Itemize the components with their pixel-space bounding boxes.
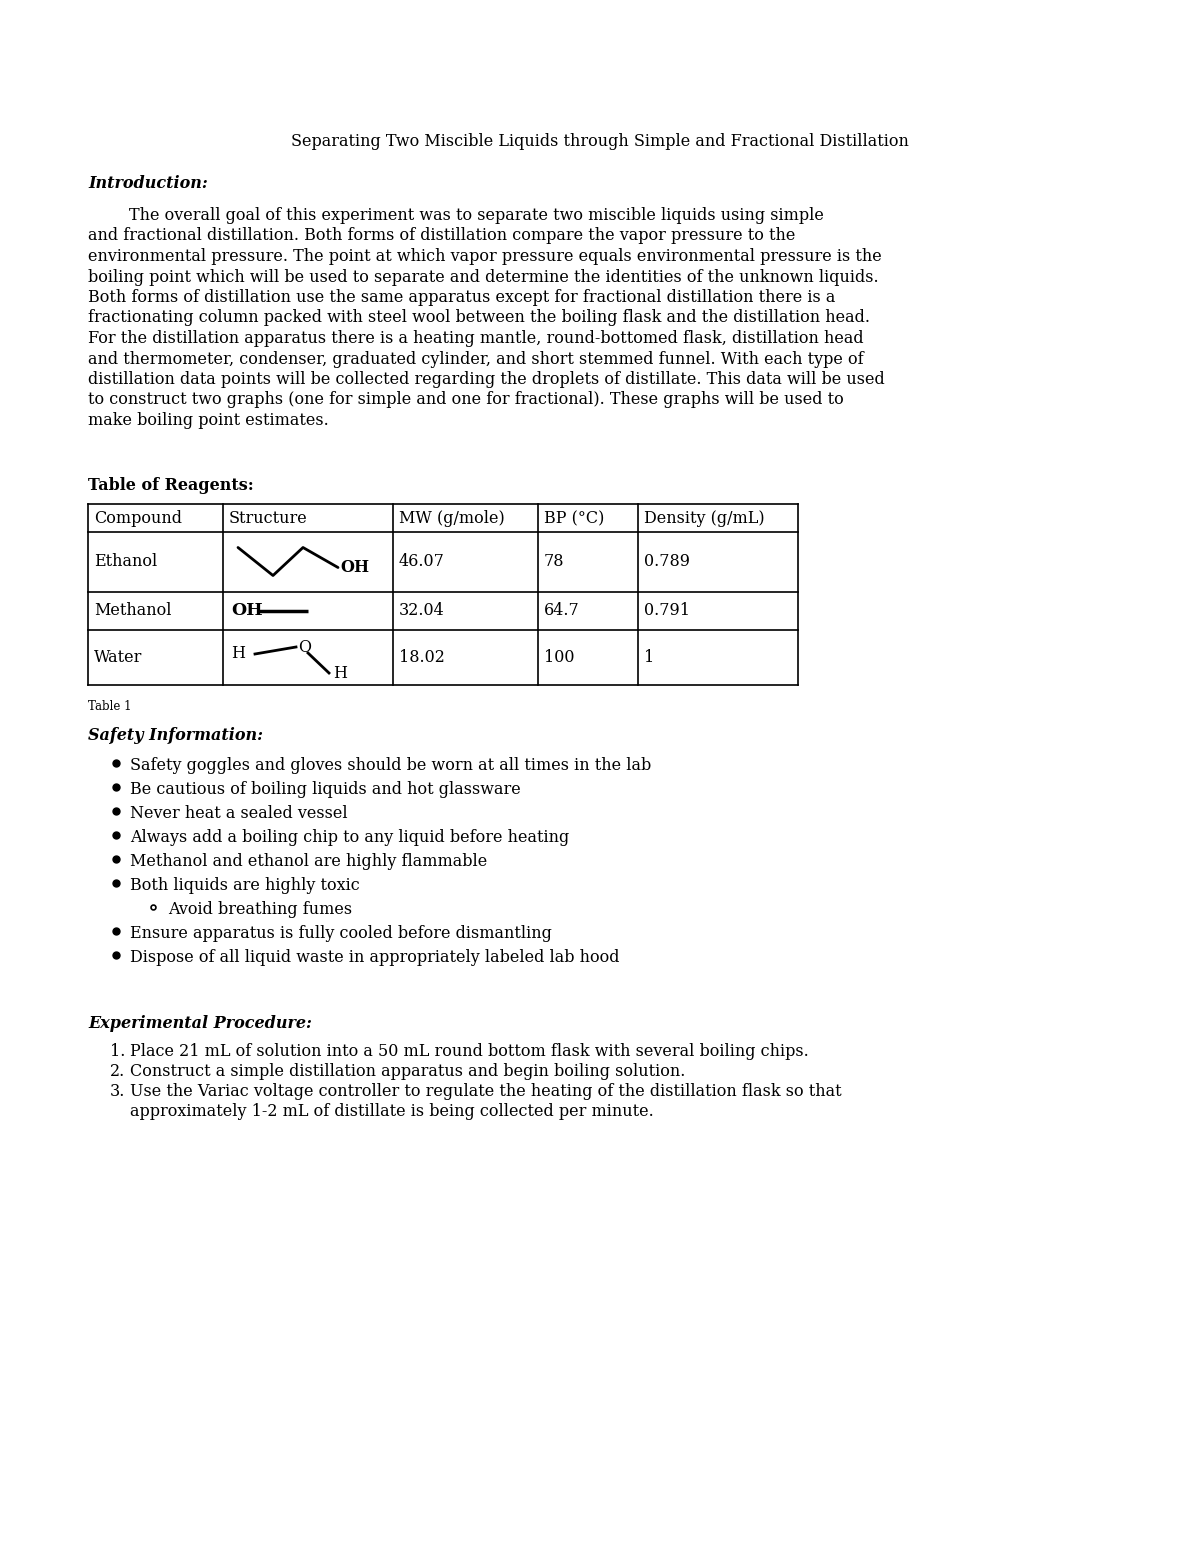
Text: Table of Reagents:: Table of Reagents:: [88, 477, 253, 494]
Text: distillation data points will be collected regarding the droplets of distillate.: distillation data points will be collect…: [88, 371, 884, 388]
Text: 1.: 1.: [110, 1042, 125, 1059]
Text: Construct a simple distillation apparatus and begin boiling solution.: Construct a simple distillation apparatu…: [130, 1062, 685, 1079]
Text: H: H: [230, 646, 245, 663]
Text: to construct two graphs (one for simple and one for fractional). These graphs wi: to construct two graphs (one for simple …: [88, 391, 844, 408]
Text: Use the Variac voltage controller to regulate the heating of the distillation fl: Use the Variac voltage controller to reg…: [130, 1082, 841, 1100]
Text: make boiling point estimates.: make boiling point estimates.: [88, 412, 329, 429]
Text: Ensure apparatus is fully cooled before dismantling: Ensure apparatus is fully cooled before …: [130, 924, 552, 941]
Text: Separating Two Miscible Liquids through Simple and Fractional Distillation: Separating Two Miscible Liquids through …: [292, 134, 908, 151]
Text: 2.: 2.: [110, 1062, 125, 1079]
Text: 18.02: 18.02: [398, 649, 445, 666]
Text: OH: OH: [340, 559, 370, 576]
Text: Avoid breathing fumes: Avoid breathing fumes: [168, 901, 352, 918]
Text: boiling point which will be used to separate and determine the identities of the: boiling point which will be used to sepa…: [88, 269, 878, 286]
Text: BP (°C): BP (°C): [544, 509, 605, 526]
Text: Ethanol: Ethanol: [94, 553, 157, 570]
Text: Safety goggles and gloves should be worn at all times in the lab: Safety goggles and gloves should be worn…: [130, 756, 652, 773]
Text: Density (g/mL): Density (g/mL): [644, 509, 764, 526]
Text: and fractional distillation. Both forms of distillation compare the vapor pressu: and fractional distillation. Both forms …: [88, 227, 796, 244]
Text: O: O: [298, 638, 311, 655]
Text: 0.789: 0.789: [644, 553, 690, 570]
Text: Both forms of distillation use the same apparatus except for fractional distilla: Both forms of distillation use the same …: [88, 289, 835, 306]
Text: Never heat a sealed vessel: Never heat a sealed vessel: [130, 804, 348, 822]
Text: Methanol: Methanol: [94, 603, 172, 620]
Text: MW (g/mole): MW (g/mole): [398, 509, 505, 526]
Text: H: H: [334, 665, 347, 682]
Text: Experimental Procedure:: Experimental Procedure:: [88, 1014, 312, 1031]
Text: Dispose of all liquid waste in appropriately labeled lab hood: Dispose of all liquid waste in appropria…: [130, 949, 619, 966]
Text: Both liquids are highly toxic: Both liquids are highly toxic: [130, 876, 360, 893]
Text: For the distillation apparatus there is a heating mantle, round-bottomed flask, : For the distillation apparatus there is …: [88, 329, 864, 346]
Text: Compound: Compound: [94, 509, 182, 526]
Bar: [88, 503, 798, 685]
Text: fractionating column packed with steel wool between the boiling flask and the di: fractionating column packed with steel w…: [88, 309, 870, 326]
Text: approximately 1-2 mL of distillate is being collected per minute.: approximately 1-2 mL of distillate is be…: [130, 1103, 654, 1120]
Text: and thermometer, condenser, graduated cylinder, and short stemmed funnel. With e: and thermometer, condenser, graduated cy…: [88, 351, 864, 368]
Text: Be cautious of boiling liquids and hot glassware: Be cautious of boiling liquids and hot g…: [130, 781, 521, 798]
Text: Table 1: Table 1: [88, 700, 132, 713]
Text: Always add a boiling chip to any liquid before heating: Always add a boiling chip to any liquid …: [130, 828, 569, 845]
Text: 78: 78: [544, 553, 564, 570]
Text: 1: 1: [644, 649, 654, 666]
Text: 32.04: 32.04: [398, 603, 445, 620]
Text: Place 21 mL of solution into a 50 mL round bottom flask with several boiling chi: Place 21 mL of solution into a 50 mL rou…: [130, 1042, 809, 1059]
Text: 100: 100: [544, 649, 575, 666]
Text: 64.7: 64.7: [544, 603, 580, 620]
Text: Methanol and ethanol are highly flammable: Methanol and ethanol are highly flammabl…: [130, 853, 487, 870]
Text: Structure: Structure: [229, 509, 307, 526]
Text: 0.791: 0.791: [644, 603, 690, 620]
Text: 46.07: 46.07: [398, 553, 445, 570]
Text: Water: Water: [94, 649, 143, 666]
Text: Safety Information:: Safety Information:: [88, 727, 263, 744]
Text: 3.: 3.: [110, 1082, 125, 1100]
Text: Introduction:: Introduction:: [88, 175, 208, 193]
Text: environmental pressure. The point at which vapor pressure equals environmental p: environmental pressure. The point at whi…: [88, 248, 882, 266]
Text: The overall goal of this experiment was to separate two miscible liquids using s: The overall goal of this experiment was …: [88, 207, 824, 224]
Text: OH: OH: [230, 603, 263, 620]
